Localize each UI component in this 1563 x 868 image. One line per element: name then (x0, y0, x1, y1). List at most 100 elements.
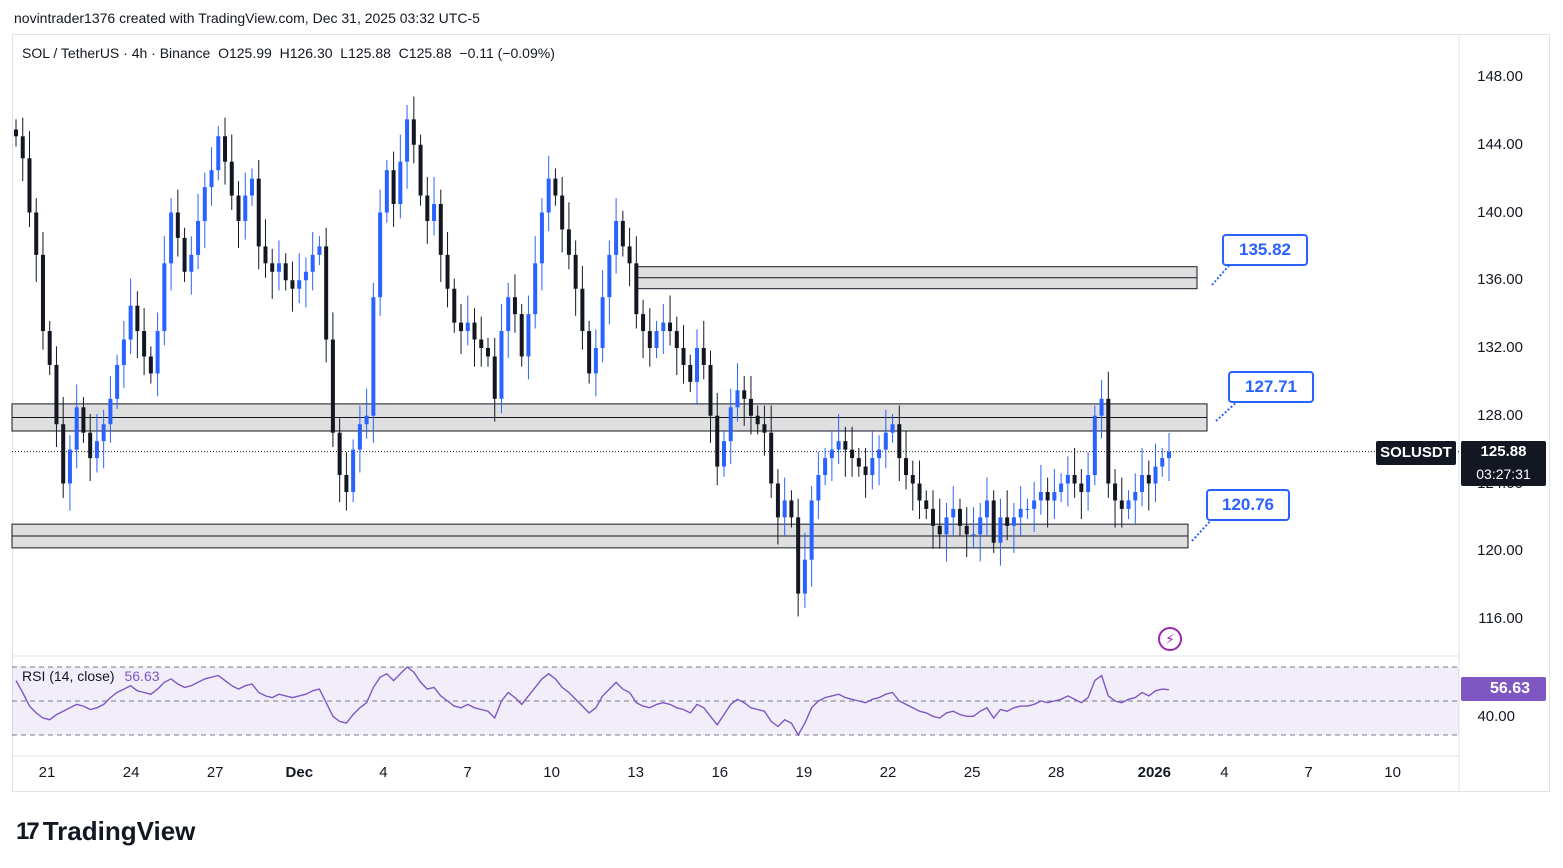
candle-body (1153, 466, 1158, 484)
candle-body (850, 449, 855, 459)
candle-body (27, 158, 32, 213)
candle-body (479, 339, 484, 348)
candle-body (951, 508, 956, 518)
price-tick: 144.00 (1477, 135, 1523, 153)
price-tick: 116.00 (1478, 610, 1523, 627)
candle-body (627, 246, 632, 264)
time-tick: 7 (463, 764, 472, 781)
symbol-legend[interactable]: SOL / TetherUS · 4h · Binance O125.99 H1… (22, 45, 555, 61)
candle-body (883, 432, 888, 450)
candle-body (1086, 475, 1091, 492)
candle-body (971, 534, 976, 536)
price-tick: 148.00 (1477, 68, 1523, 85)
rsi-legend[interactable]: RSI (14, close) 56.63 (22, 668, 160, 684)
candle-body (209, 170, 214, 188)
candle-body (81, 407, 86, 433)
candle-body (47, 331, 52, 365)
candle-body (748, 398, 753, 416)
candle-body (978, 517, 983, 535)
candle-body (843, 441, 848, 450)
candle-body (34, 212, 39, 255)
candle-body (432, 204, 437, 221)
tradingview-logo[interactable]: 17 TradingView (16, 816, 195, 847)
candle-body (1079, 483, 1084, 492)
time-tick: 4 (1220, 764, 1229, 781)
candle-body (398, 161, 403, 205)
candle-body (539, 212, 544, 264)
time-tick: 27 (206, 764, 224, 781)
candle-body (465, 322, 470, 332)
candle-body (391, 170, 396, 205)
candle-body (472, 322, 477, 340)
candle-body (499, 331, 504, 399)
candle-body (40, 254, 45, 332)
candle-body (823, 458, 828, 476)
candle-body (297, 280, 302, 289)
candle-body (357, 424, 362, 450)
time-tick: 10 (1384, 764, 1401, 781)
candle-body (1005, 517, 1010, 526)
time-tick: 22 (879, 764, 897, 781)
candle-body (317, 246, 322, 255)
candle-body (351, 449, 356, 492)
time-tick: 16 (711, 764, 729, 781)
candle-body (324, 246, 329, 340)
candle-body (155, 331, 160, 374)
candle-body (863, 466, 868, 476)
candle-body (877, 449, 882, 459)
candle-body (931, 508, 936, 526)
candle-body (641, 314, 646, 332)
candle-body (169, 212, 174, 264)
candle-body (330, 339, 335, 433)
candle-body (587, 331, 592, 374)
candle-body (593, 348, 598, 374)
candle-body (802, 559, 807, 594)
candle-body (607, 254, 612, 298)
candle-body (1106, 398, 1111, 484)
candle-body (735, 390, 740, 408)
candle-body (223, 136, 228, 162)
candle-body (303, 271, 308, 281)
candle-body (560, 195, 565, 230)
candle-body (1133, 491, 1138, 501)
candle-body (816, 475, 821, 501)
candle-body (1146, 475, 1151, 484)
candle-body (88, 432, 93, 459)
candle-body (681, 348, 686, 365)
candle-body (263, 246, 268, 264)
candle-body (519, 314, 524, 357)
candle-body (721, 441, 726, 467)
candle-body (189, 254, 194, 272)
candle-body (647, 331, 652, 348)
last-price-tag: 125.88 03:27:31 (1461, 441, 1546, 486)
candle-body (492, 356, 497, 399)
tradingview-brand: TradingView (42, 816, 196, 846)
candle-body (668, 322, 673, 332)
candle-body (256, 178, 261, 247)
price-tick: 140.00 (1477, 203, 1523, 221)
candle-body (452, 288, 457, 323)
candle-body (782, 500, 787, 518)
candle-body (661, 322, 666, 332)
candle-body (1018, 508, 1023, 518)
candle-body (1025, 508, 1030, 510)
candle-body (991, 500, 996, 543)
callout-low: 120.76 (1206, 489, 1290, 521)
candle-body (546, 178, 551, 213)
candle-body (1045, 491, 1050, 501)
candle-body (371, 297, 376, 416)
bar-countdown: 03:27:31 (1476, 466, 1531, 482)
candle-body (614, 220, 619, 255)
time-tick: 2026 (1137, 764, 1171, 781)
lightning-icon[interactable]: ⚡ (1158, 627, 1182, 651)
candle-body (270, 263, 275, 272)
candle-body (337, 432, 342, 476)
candle-body (998, 517, 1003, 543)
candle-body (836, 441, 841, 450)
candle-body (856, 458, 861, 467)
candle-body (708, 364, 713, 416)
candle-body (674, 331, 679, 348)
candle-body (310, 254, 315, 272)
candle-body (566, 229, 571, 255)
